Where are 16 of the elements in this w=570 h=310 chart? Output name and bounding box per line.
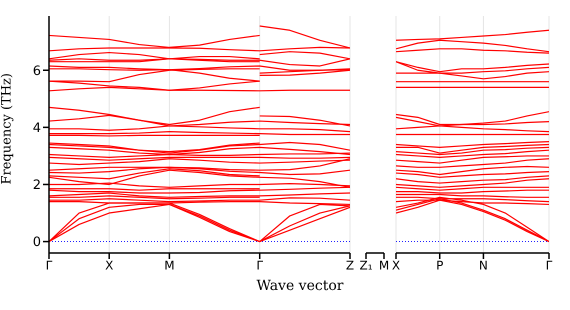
x-tick-label: X	[392, 258, 400, 273]
y-tick-label: 6	[32, 64, 41, 79]
x-tick-label: Z	[346, 258, 354, 273]
x-axis-title: Wave vector	[256, 278, 344, 294]
x-tick-label: Γ	[256, 258, 264, 273]
x-tick-label: N	[478, 258, 488, 273]
x-tick-label: P	[436, 258, 444, 273]
x-tick-label: Γ	[46, 258, 53, 273]
y-tick-label: 4	[32, 120, 41, 136]
category-label: Z₁	[359, 258, 373, 273]
x-tick-label: M	[164, 258, 175, 273]
x-tick-label: Γ	[546, 258, 553, 273]
x-tick-label: X	[105, 258, 114, 273]
y-axis-title: Frequency (THz)	[0, 73, 15, 184]
y-tick-label: 0	[32, 235, 41, 250]
y-tick-label: 2	[32, 178, 41, 194]
